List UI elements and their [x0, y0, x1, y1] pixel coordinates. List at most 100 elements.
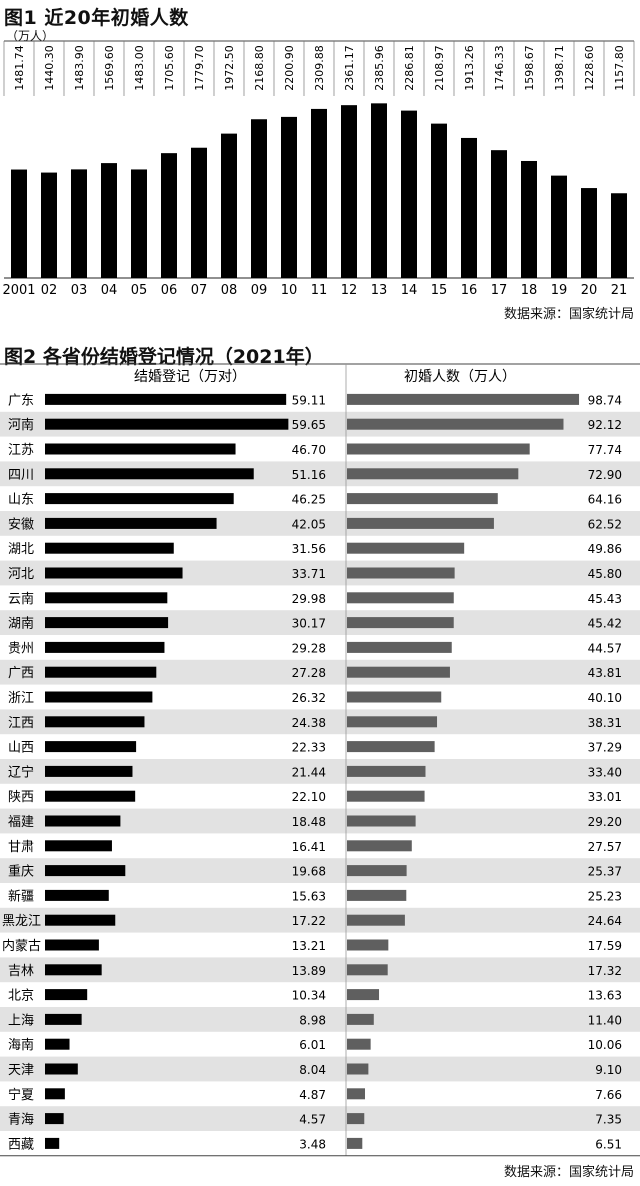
marriage-value: 22.33: [292, 741, 326, 755]
first-marriage-value: 17.32: [588, 964, 622, 978]
x-tick-label: 03: [71, 283, 88, 298]
first-marriage-value: 7.66: [595, 1088, 622, 1102]
marriage-bar-湖北: [45, 542, 174, 554]
bar-12: [341, 105, 357, 278]
first-marriage-bar-吉林: [347, 964, 388, 976]
first-marriage-bar-湖南: [347, 617, 454, 629]
first-marriage-bar-云南: [347, 592, 454, 604]
first-marriage-value: 72.90: [588, 468, 622, 482]
marriage-value: 4.87: [299, 1088, 326, 1102]
first-marriage-bar-宁夏: [347, 1088, 366, 1100]
province-label: 西藏: [8, 1137, 34, 1152]
province-label: 广西: [8, 666, 34, 681]
marriage-bar-内蒙古: [45, 939, 99, 951]
province-label: 江苏: [8, 442, 34, 458]
row-stripe: [0, 1007, 640, 1032]
x-tick-label: 02: [41, 283, 58, 298]
value-label: 1398.71: [553, 45, 566, 91]
x-tick-label: 09: [251, 283, 268, 298]
marriage-value: 26.32: [292, 691, 326, 705]
bar-21: [611, 193, 627, 278]
first-marriage-value: 9.10: [595, 1063, 622, 1077]
x-tick-label: 10: [281, 283, 298, 298]
marriage-value: 19.68: [292, 865, 326, 879]
marriage-value: 8.04: [299, 1063, 326, 1077]
first-marriage-value: 44.57: [588, 641, 622, 655]
marriage-bar-甘肃: [45, 840, 112, 852]
province-label: 山西: [8, 741, 34, 756]
series1-header: 结婚登记（万对）: [134, 369, 246, 385]
province-label: 贵州: [8, 641, 34, 656]
value-label: 1913.26: [463, 45, 476, 91]
first-marriage-bar-内蒙古: [347, 939, 389, 951]
province-label: 陕西: [8, 790, 34, 805]
marriage-bar-新疆: [45, 889, 109, 901]
x-tick-label: 18: [521, 283, 538, 298]
province-label: 云南: [8, 591, 34, 607]
marriage-value: 29.28: [292, 641, 326, 655]
bar-18: [521, 160, 537, 278]
value-label: 2385.96: [373, 45, 386, 91]
series2-header: 初婚人数（万人）: [404, 368, 516, 385]
value-label: 1228.60: [583, 45, 596, 91]
province-label: 甘肃: [8, 840, 34, 855]
marriage-value: 4.57: [299, 1113, 326, 1127]
marriage-bar-黑龙江: [45, 914, 116, 926]
marriage-value: 15.63: [292, 889, 326, 903]
x-tick-label: 07: [191, 283, 208, 298]
first-marriage-value: 62.52: [588, 517, 622, 531]
marriage-bar-天津: [45, 1063, 78, 1075]
marriage-bar-安徽: [45, 517, 217, 529]
marriage-bar-贵州: [45, 641, 165, 653]
marriage-value: 29.98: [292, 592, 326, 606]
marriage-value: 13.21: [292, 939, 326, 953]
bar-13: [371, 103, 387, 279]
x-tick-label: 20: [581, 283, 598, 298]
province-label: 山东: [8, 493, 34, 508]
marriage-value: 31.56: [292, 542, 326, 556]
first-marriage-bar-广西: [347, 666, 450, 678]
marriage-bar-陕西: [45, 790, 136, 802]
province-label: 江西: [8, 716, 34, 731]
marriage-bar-浙江: [45, 691, 153, 703]
x-tick-label: 06: [161, 283, 178, 298]
first-marriage-value: 7.35: [595, 1113, 622, 1127]
figure2-province-chart: 结婚登记（万对） 初婚人数（万人） 广东 59.11 98.74 河南 59.65 92.12…: [0, 363, 640, 1157]
value-label: 2286.81: [403, 45, 416, 91]
marriage-bar-河北: [45, 567, 183, 579]
first-marriage-value: 77.74: [588, 443, 622, 457]
marriage-bar-西藏: [45, 1137, 60, 1149]
value-label: 2108.97: [433, 45, 446, 91]
first-marriage-bar-甘肃: [347, 840, 412, 852]
first-marriage-bar-江西: [347, 716, 438, 728]
first-marriage-bar-河南: [347, 418, 564, 430]
value-label: 1157.80: [613, 45, 626, 91]
first-marriage-bar-北京: [347, 989, 380, 1001]
value-label: 1705.60: [163, 45, 176, 91]
bar-03: [71, 169, 87, 278]
province-label: 广东: [8, 393, 34, 408]
first-marriage-value: 17.59: [588, 939, 622, 953]
marriage-bar-宁夏: [45, 1088, 65, 1100]
marriage-value: 18.48: [292, 815, 326, 829]
marriage-bar-吉林: [45, 964, 102, 976]
first-marriage-bar-福建: [347, 815, 416, 827]
bar-15: [431, 123, 447, 278]
first-marriage-value: 33.01: [588, 790, 622, 804]
marriage-bar-重庆: [45, 865, 126, 877]
bar-05: [131, 169, 147, 278]
marriage-value: 3.48: [299, 1137, 326, 1151]
figure1-title: 图1 近20年初婚人数: [4, 7, 189, 29]
first-marriage-bar-河北: [347, 567, 455, 579]
first-marriage-value: 98.74: [588, 393, 622, 407]
first-marriage-bar-广东: [347, 393, 580, 405]
row-stripe: [0, 957, 640, 983]
bar-02: [41, 172, 57, 278]
marriage-bar-北京: [45, 989, 88, 1001]
province-label: 辽宁: [8, 764, 34, 780]
figure2-title: 图2 各省份结婚登记情况（2021年）: [4, 346, 324, 368]
province-label: 天津: [8, 1063, 34, 1078]
first-marriage-value: 38.31: [588, 716, 622, 730]
value-label: 1481.74: [13, 45, 26, 91]
x-tick-label: 16: [461, 283, 478, 298]
